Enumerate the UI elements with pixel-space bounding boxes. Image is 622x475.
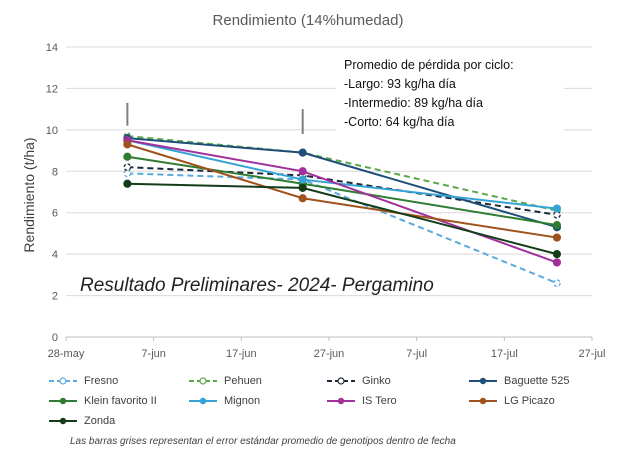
chart-title: Rendimiento (14%humedad) (213, 12, 404, 29)
legend-swatch (327, 397, 355, 405)
legend-swatch (327, 377, 355, 385)
legend-label: Ginko (362, 375, 391, 387)
data-point (552, 250, 562, 259)
data-point (298, 148, 307, 157)
y-tick-label: 12 (46, 83, 58, 95)
legend-label: LG Picazo (504, 395, 555, 407)
legend-swatch-marker (199, 377, 207, 385)
y-axis-label: Rendimiento (t/ha) (21, 137, 37, 252)
chart-legend: Fresno Pehuen Ginko Baguette 525 Klein favor… (48, 372, 608, 452)
y-tick-label: 14 (46, 42, 58, 54)
series-line (127, 182, 558, 256)
legend-swatch-marker (337, 377, 345, 385)
legend-item: Zonda (48, 412, 115, 430)
x-tick-label: 28-may (48, 348, 85, 360)
annotation-line: -Intermedio: 89 kg/ha día (344, 96, 483, 110)
loss-annotation-box: Promedio de pérdida por ciclo: -Largo: 9… (336, 52, 564, 132)
x-tick-label: 27-jul (579, 348, 606, 360)
data-point (553, 279, 561, 287)
legend-item: Baguette 525 (468, 372, 569, 390)
legend-item: Mignon (188, 392, 260, 410)
legend-item: Klein favorito II (48, 392, 157, 410)
data-point (553, 210, 561, 219)
legend-label: Baguette 525 (504, 375, 570, 387)
x-tick-label: 7-jun (141, 348, 165, 360)
x-tick-label: 17-jul (491, 348, 518, 360)
legend-label: Zonda (84, 415, 116, 427)
series-line (127, 135, 558, 212)
legend-swatch-marker (479, 397, 487, 405)
annotation-line: -Corto: 64 kg/ha día (344, 115, 455, 129)
legend-swatch (469, 377, 497, 385)
legend-swatch (49, 377, 77, 385)
legend-item: Ginko (326, 372, 391, 390)
x-tick-label: 17-jun (226, 348, 257, 360)
data-point (123, 163, 132, 171)
legend-swatch-marker (199, 397, 207, 405)
legend-item: Pehuen (188, 372, 262, 390)
legend-swatch (49, 397, 77, 405)
legend-swatch (469, 397, 497, 405)
annotation-line: -Largo: 93 kg/ha día (344, 77, 456, 91)
x-tick-label: 27-jun (314, 348, 345, 360)
y-tick-label: 8 (52, 166, 58, 178)
chart-footnote: Las barras grises representan el error e… (70, 436, 456, 447)
y-tick-label: 0 (52, 332, 58, 344)
legend-label: Pehuen (224, 375, 262, 387)
preliminary-results-text: Resultado Preliminares- 2024- Pergamino (80, 275, 434, 296)
data-point (552, 204, 562, 213)
data-point (298, 175, 307, 184)
annotation-line: Promedio de pérdida por ciclo: (344, 58, 514, 72)
legend-swatch (189, 397, 217, 405)
legend-swatch-marker (59, 417, 67, 425)
legend-swatch (189, 377, 217, 385)
data-point (298, 194, 307, 203)
data-point (552, 258, 562, 267)
legend-label: IS Tero (362, 395, 397, 407)
x-tick-label: 7-jul (406, 348, 427, 360)
data-point (298, 167, 307, 176)
legend-label: Fresno (84, 375, 119, 387)
data-point (123, 179, 132, 188)
series-line (127, 155, 558, 227)
legend-item: IS Tero (326, 392, 397, 410)
legend-item: LG Picazo (468, 392, 555, 410)
y-tick-label: 10 (46, 125, 58, 137)
y-tick-label: 6 (52, 208, 58, 220)
data-point (298, 183, 307, 192)
legend-label: Mignon (224, 395, 261, 407)
data-point (123, 152, 132, 161)
legend-swatch-marker (59, 397, 67, 405)
y-tick-label: 4 (52, 249, 58, 261)
legend-swatch-marker (59, 377, 67, 385)
legend-swatch-marker (479, 377, 487, 385)
legend-swatch-marker (337, 397, 345, 405)
data-point (123, 169, 132, 178)
y-tick-label: 2 (52, 291, 58, 303)
data-point (552, 233, 562, 242)
legend-swatch (49, 417, 77, 425)
data-point (123, 140, 132, 149)
data-point (552, 221, 562, 230)
legend-item: Fresno (48, 372, 118, 390)
legend-label: Klein favorito II (84, 395, 157, 407)
